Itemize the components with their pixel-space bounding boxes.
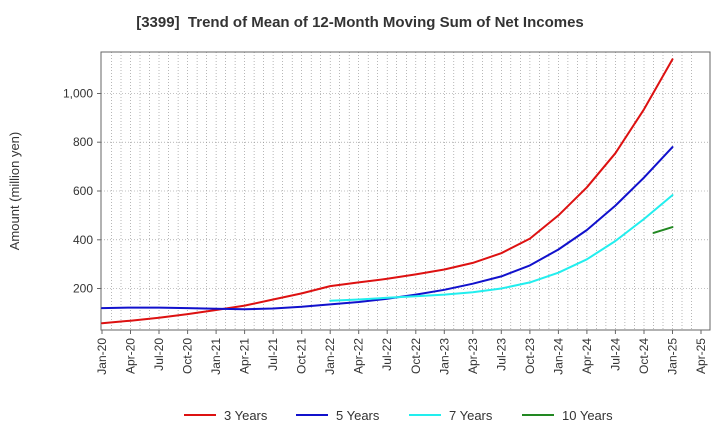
plot-area xyxy=(100,51,711,331)
series-line-7-years xyxy=(329,194,674,302)
x-tick-label: Oct-24 xyxy=(637,338,651,374)
x-tick-label: Jan-23 xyxy=(437,338,451,375)
x-tick-label: Apr-23 xyxy=(466,338,480,374)
grid xyxy=(101,52,710,330)
legend-label: 7 Years xyxy=(449,408,493,423)
x-tick-label: Oct-21 xyxy=(295,338,309,374)
x-tick-label: Jul-22 xyxy=(380,338,394,371)
x-tick-label: Jan-20 xyxy=(95,338,109,375)
x-tick-label: Jan-24 xyxy=(551,338,565,375)
x-axis-ticks: Jan-20 Apr-20 Jul-20 Oct-20 Jan-21 Apr-21 Jul-… xyxy=(95,330,708,375)
y-tick-label: 200 xyxy=(73,282,93,296)
y-tick-label: 400 xyxy=(73,233,93,247)
x-tick-label: Jul-21 xyxy=(266,338,280,371)
series-line-3-years xyxy=(101,58,674,325)
chart-title: [3399] Trend of Mean of 12-Month Moving … xyxy=(136,14,584,31)
x-tick-label: Oct-20 xyxy=(181,338,195,374)
series-lines xyxy=(101,58,674,325)
y-axis-ticks: 200 400 600 800 1,000 xyxy=(63,87,101,296)
x-tick-label: Oct-23 xyxy=(523,338,537,374)
x-tick-label: Jan-25 xyxy=(666,338,680,375)
x-tick-label: Jul-23 xyxy=(494,338,508,371)
x-tick-label: Apr-22 xyxy=(352,338,366,374)
legend-label: 5 Years xyxy=(336,408,380,423)
x-tick-label: Apr-21 xyxy=(238,338,252,374)
y-axis-title: Amount (million yen) xyxy=(7,132,22,251)
x-tick-label: Apr-20 xyxy=(124,338,138,374)
x-tick-label: Apr-24 xyxy=(580,338,594,374)
x-tick-label: Apr-25 xyxy=(694,338,708,374)
y-tick-label: 600 xyxy=(73,184,93,198)
legend-label: 3 Years xyxy=(224,408,268,423)
y-tick-label: 800 xyxy=(73,135,93,149)
x-tick-label: Jul-24 xyxy=(608,338,622,371)
series-line-5-years xyxy=(101,146,674,311)
x-tick-label: Jul-20 xyxy=(152,338,166,371)
series-line-10-years xyxy=(652,226,674,234)
y-tick-label: 1,000 xyxy=(63,87,93,101)
legend: 3 Years 5 Years 7 Years 10 Years xyxy=(184,408,613,423)
x-tick-label: Jan-21 xyxy=(209,338,223,375)
legend-label: 10 Years xyxy=(562,408,613,423)
x-tick-label: Jan-22 xyxy=(323,338,337,375)
x-tick-label: Oct-22 xyxy=(409,338,423,374)
